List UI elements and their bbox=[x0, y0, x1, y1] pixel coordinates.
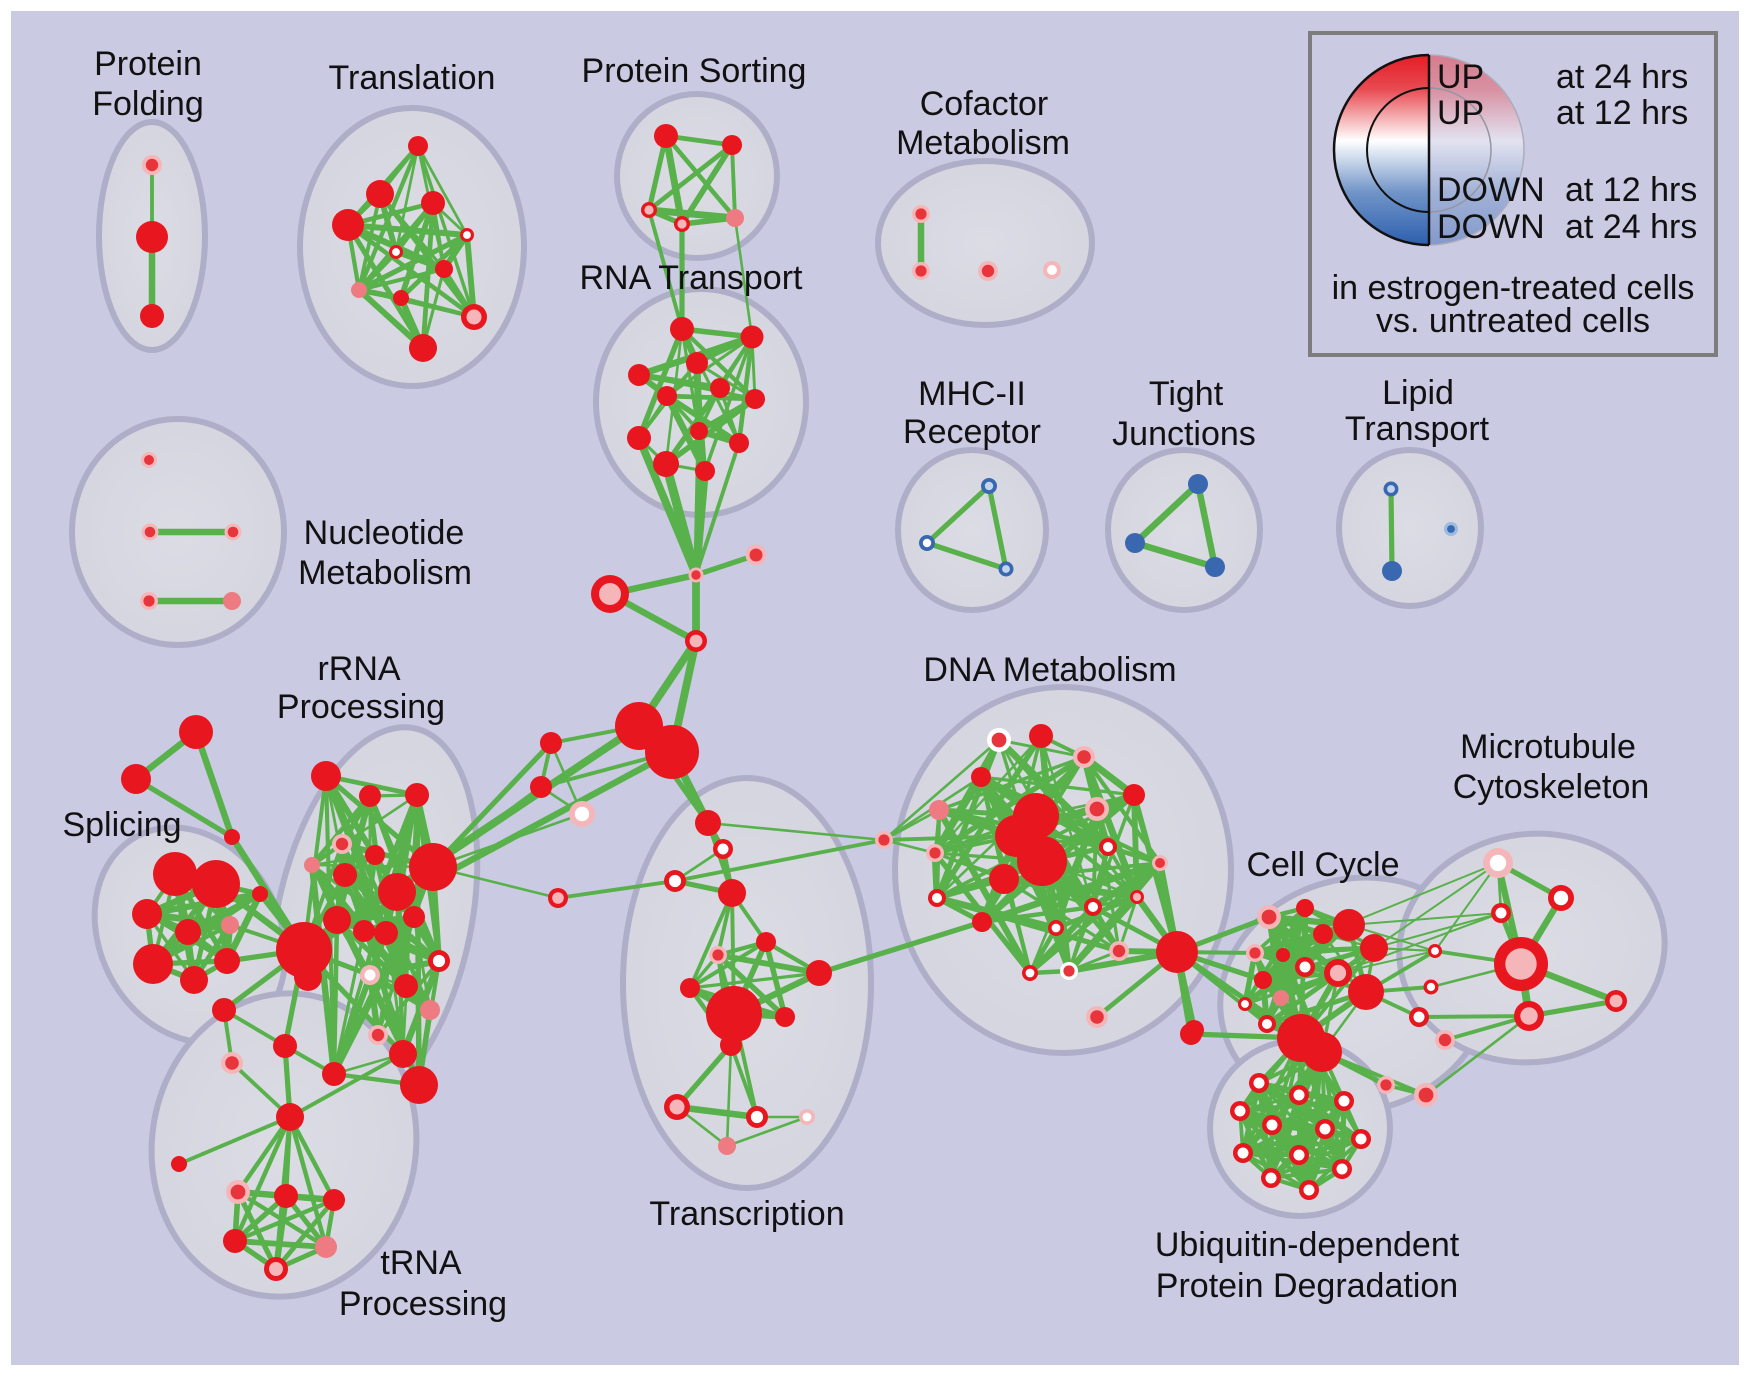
svg-text:Microtubule: Microtubule bbox=[1460, 728, 1636, 766]
svg-text:tRNA: tRNA bbox=[380, 1244, 462, 1282]
svg-text:UP: UP bbox=[1437, 94, 1484, 132]
svg-text:RNA Transport: RNA Transport bbox=[580, 259, 804, 297]
svg-text:in estrogen-treated cells: in estrogen-treated cells bbox=[1332, 269, 1695, 307]
svg-text:Tight: Tight bbox=[1149, 375, 1224, 413]
svg-text:Protein: Protein bbox=[94, 45, 202, 83]
svg-text:Protein Sorting: Protein Sorting bbox=[582, 52, 807, 90]
svg-text:Metabolism: Metabolism bbox=[896, 124, 1070, 162]
svg-text:Lipid: Lipid bbox=[1382, 374, 1454, 412]
svg-text:vs. untreated cells: vs. untreated cells bbox=[1376, 302, 1650, 340]
svg-text:Processing: Processing bbox=[277, 688, 445, 726]
svg-text:Splicing: Splicing bbox=[62, 806, 181, 844]
svg-text:Receptor: Receptor bbox=[903, 413, 1041, 451]
svg-text:DOWN: DOWN bbox=[1437, 208, 1545, 246]
svg-text:Nucleotide: Nucleotide bbox=[304, 514, 465, 552]
svg-text:Transport: Transport bbox=[1345, 410, 1490, 448]
svg-text:MHC-II: MHC-II bbox=[918, 375, 1026, 413]
svg-text:Cytoskeleton: Cytoskeleton bbox=[1453, 768, 1650, 806]
svg-text:UP: UP bbox=[1437, 58, 1484, 96]
svg-text:Transcription: Transcription bbox=[649, 1195, 844, 1233]
svg-text:at 12 hrs: at 12 hrs bbox=[1565, 171, 1697, 209]
svg-text:at 24 hrs: at 24 hrs bbox=[1565, 208, 1697, 246]
svg-text:at 24 hrs: at 24 hrs bbox=[1556, 58, 1688, 96]
svg-text:Metabolism: Metabolism bbox=[298, 554, 472, 592]
svg-text:rRNA: rRNA bbox=[317, 650, 400, 688]
svg-text:Junctions: Junctions bbox=[1112, 415, 1256, 453]
svg-text:Processing: Processing bbox=[339, 1285, 507, 1323]
svg-text:Protein Degradation: Protein Degradation bbox=[1156, 1267, 1458, 1305]
svg-text:Cofactor: Cofactor bbox=[920, 85, 1049, 123]
svg-text:at 12 hrs: at 12 hrs bbox=[1556, 94, 1688, 132]
svg-text:Folding: Folding bbox=[92, 85, 204, 123]
svg-text:DNA Metabolism: DNA Metabolism bbox=[923, 651, 1176, 689]
svg-text:Ubiquitin-dependent: Ubiquitin-dependent bbox=[1155, 1226, 1460, 1264]
svg-text:DOWN: DOWN bbox=[1437, 171, 1545, 209]
svg-text:Cell Cycle: Cell Cycle bbox=[1246, 846, 1399, 884]
svg-text:Translation: Translation bbox=[329, 59, 496, 97]
